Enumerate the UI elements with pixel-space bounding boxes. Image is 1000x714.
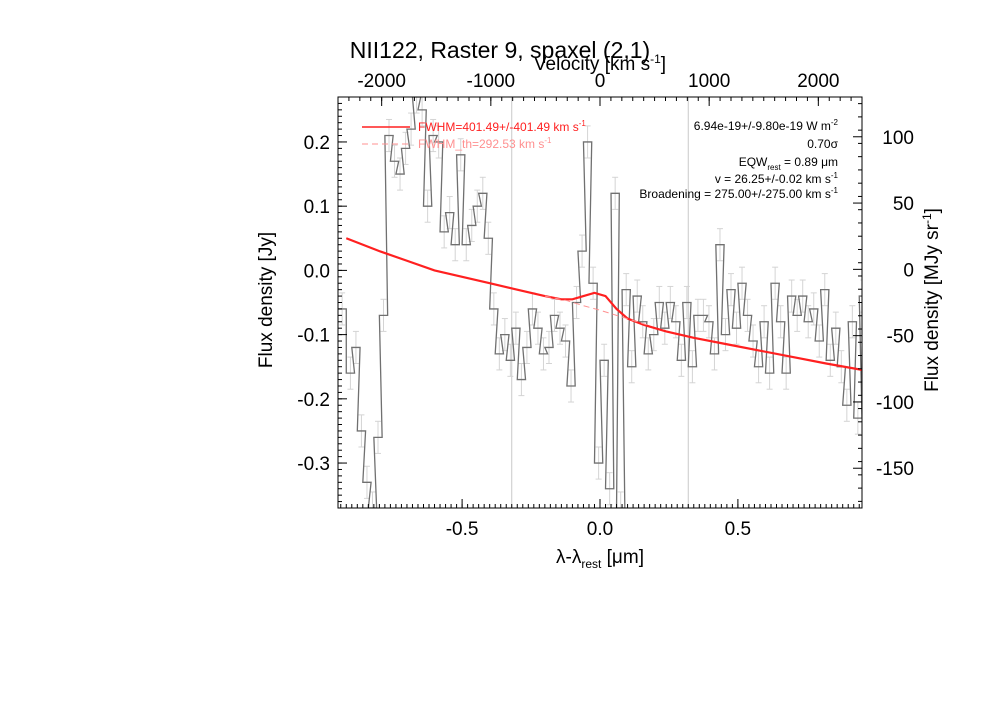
legend-label-fwhm: FWHM=401.49+/-401.49 km s-1	[418, 119, 586, 134]
y-tick-label: -0.3	[297, 454, 330, 475]
top-tick-label: -2000	[357, 71, 406, 92]
y2-tick-label: 100	[882, 128, 914, 149]
y-tick-label: -0.1	[297, 326, 330, 347]
fit-series	[345, 237, 862, 372]
top-tick-label: 1000	[688, 71, 730, 92]
top-axis-label: Velocity [km s-1]	[534, 52, 666, 75]
x-axis-label: λ-λrest [μm]	[556, 547, 644, 571]
top-tick-label: -1000	[467, 71, 516, 92]
annotation-broadening: Broadening = 275.00+/-275.00 km s-1	[639, 186, 838, 201]
y-tick-label: -0.2	[297, 390, 330, 411]
fit-th-series	[544, 295, 650, 327]
y-axis-label: Flux density [Jy]	[256, 232, 277, 368]
annotation-eqw: EQWrest = 0.89 μm	[739, 155, 838, 172]
annotations: 6.94e-19+/-9.80e-19 W m-2 0.70σ EQWrest …	[639, 118, 838, 201]
y2-tick-label: -150	[876, 459, 914, 480]
y2-tick-label: 0	[903, 260, 914, 281]
top-tick-label: 0	[595, 71, 606, 92]
y2-tick-label: -100	[876, 393, 914, 414]
x-tick-label: 0.0	[587, 519, 613, 540]
top-tick-label: 2000	[797, 71, 839, 92]
y-tick-label: 0.2	[304, 133, 330, 154]
y-tick-label: 0.1	[304, 197, 330, 218]
x-tick-label: 0.5	[725, 519, 751, 540]
chart-title: NII122, Raster 9, spaxel (2,1)	[350, 37, 650, 63]
annotation-velocity: v = 26.25+/-0.02 km s-1	[715, 171, 839, 186]
annotation-flux: 6.94e-19+/-9.80e-19 W m-2	[694, 118, 839, 133]
spectrum-step-series	[338, 97, 862, 508]
legend-label-fwhm-th: FWHM_th=292.53 km s-1	[418, 136, 552, 151]
legend: FWHM=401.49+/-401.49 km s-1 FWHM_th=292.…	[362, 119, 586, 151]
y-tick-label: 0.0	[304, 261, 330, 282]
y2-tick-label: -50	[887, 327, 914, 348]
y2-tick-label: 50	[893, 194, 914, 215]
y2-axis-label: Flux density [MJy sr-1]	[920, 208, 943, 392]
x-tick-label: -0.5	[446, 519, 479, 540]
annotation-sigma: 0.70σ	[807, 137, 838, 151]
